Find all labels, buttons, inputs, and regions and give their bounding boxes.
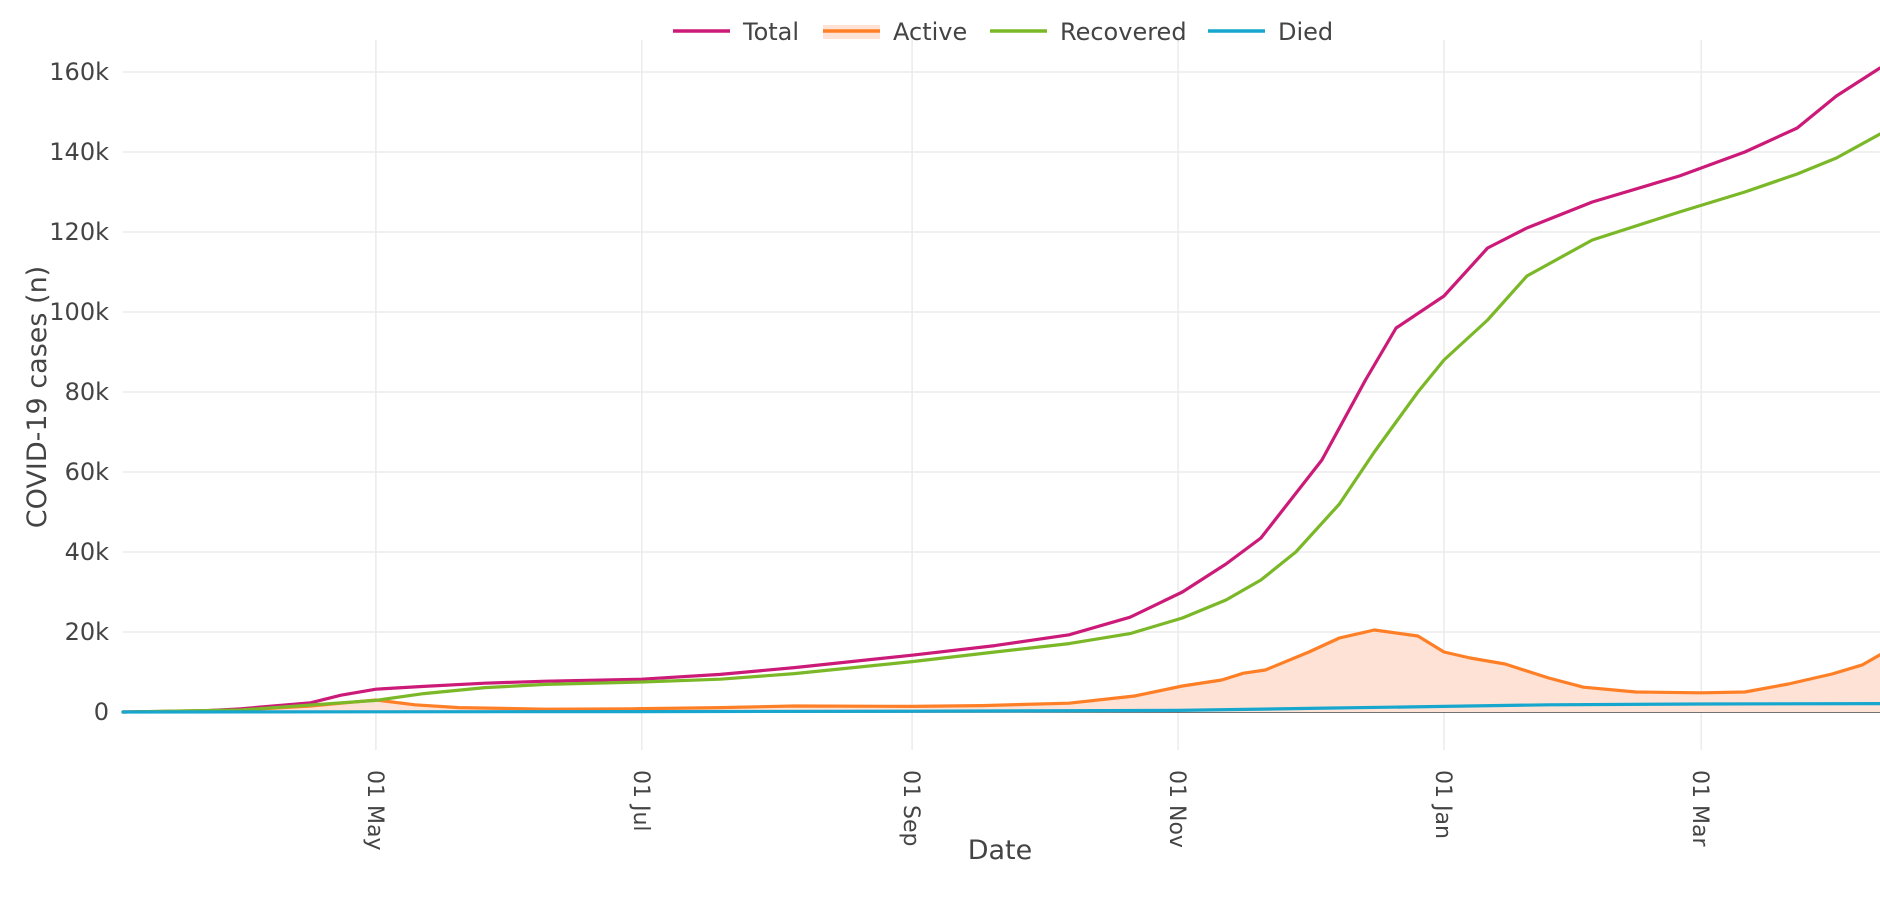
series-layer (121, 66, 1880, 714)
y-tick-label: 20k (65, 618, 110, 646)
legend-item-died[interactable]: Died (1208, 18, 1333, 46)
legend-item-active[interactable]: Active (823, 18, 967, 46)
y-tick-label: 0 (94, 698, 109, 726)
x-tick-label: 01 May (362, 770, 387, 850)
legend-item-recovered[interactable]: Recovered (990, 18, 1187, 46)
legend[interactable]: Total Active Recovered Died (673, 18, 1333, 46)
y-tick-label: 100k (49, 298, 109, 326)
y-tick-label: 60k (65, 458, 110, 486)
legend-label-active: Active (893, 18, 967, 46)
legend-label-recovered: Recovered (1060, 18, 1187, 46)
series-active-line (121, 628, 1880, 714)
x-tick-label: 01 Sep (898, 770, 923, 846)
y-axis-title: COVID-19 cases (n) (22, 266, 53, 528)
series-total-line (121, 66, 1880, 714)
y-tick-label: 40k (65, 538, 110, 566)
legend-label-total: Total (742, 18, 799, 46)
x-tick-label: 01 Nov (1164, 770, 1189, 848)
legend-label-died: Died (1278, 18, 1333, 46)
x-tick-label: 01 Mar (1687, 770, 1712, 847)
y-tick-label: 80k (65, 378, 110, 406)
y-tick-label: 160k (49, 58, 109, 86)
series-died-line (121, 702, 1880, 714)
series-recovered-line (121, 132, 1880, 714)
x-tick-label: 01 Jul (628, 770, 653, 832)
x-axis-title: Date (968, 835, 1033, 866)
grid-layer (123, 40, 1880, 750)
legend-item-total[interactable]: Total (673, 18, 799, 46)
y-tick-label: 140k (49, 138, 109, 166)
x-tick-label: 01 Jan (1430, 770, 1455, 839)
y-tick-label: 120k (49, 218, 109, 246)
axis-layer: 01 May 01 Jul 01 Sep 01 Nov 01 Jan 01 Mar 0 20k… (49, 58, 1712, 850)
